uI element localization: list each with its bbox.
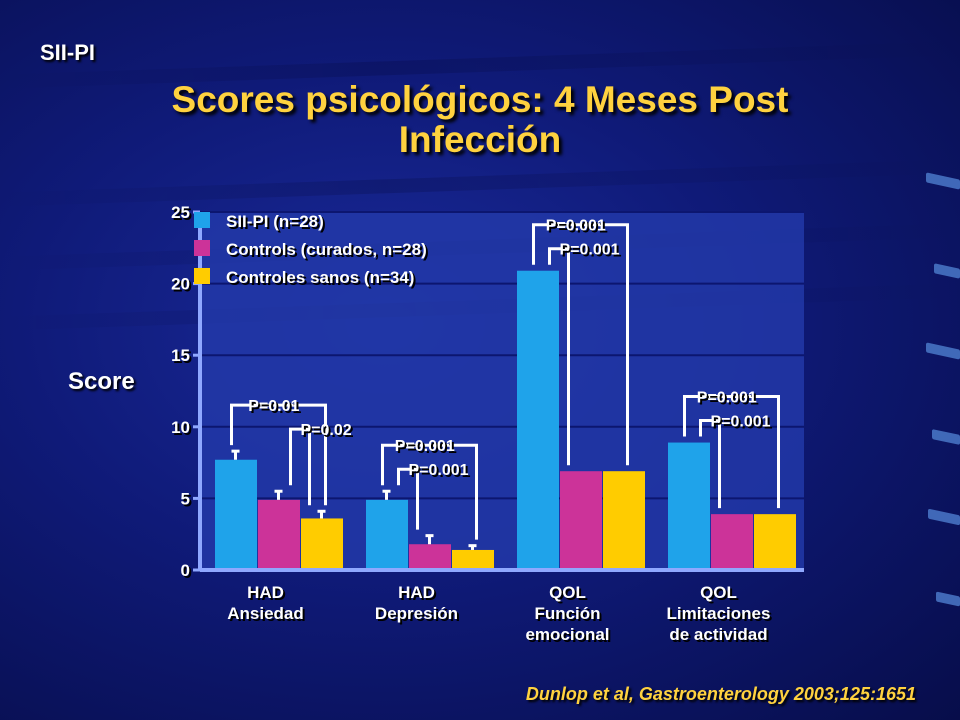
y-tick-label: 15 <box>171 346 190 365</box>
p-value-label: P=0.001 <box>546 218 606 235</box>
bar <box>452 549 494 570</box>
legend-label-shadow: SII-PI (n=28) <box>228 214 326 233</box>
bar <box>560 471 602 570</box>
x-tick-label: Función <box>534 604 600 623</box>
bar <box>603 471 645 570</box>
y-tick-label: 0 <box>181 561 190 580</box>
x-tick-label-shadow: Ansiedad <box>229 606 306 625</box>
bar <box>668 442 710 570</box>
x-tick-label: QOL <box>549 583 586 602</box>
bar <box>366 499 408 570</box>
y-tick-label-shadow: 10 <box>173 420 192 439</box>
x-tick-label: Ansiedad <box>227 604 304 623</box>
x-tick-label: Limitaciones <box>667 604 771 623</box>
legend-label: Controles sanos (n=34) <box>226 268 414 287</box>
x-tick-label-shadow: HAD <box>400 585 437 604</box>
significance-bracket <box>532 223 629 466</box>
x-tick-label: HAD <box>398 583 435 602</box>
legend-swatch <box>194 268 210 284</box>
legend-swatch <box>194 240 210 256</box>
x-tick-label-shadow: de actividad <box>671 627 769 646</box>
bar <box>258 499 300 570</box>
p-value-label-shadow: P=0.001 <box>411 464 471 481</box>
title-line-1: Scores psicológicos: 4 Meses Post <box>171 79 789 120</box>
x-tick-label-shadow: Depresión <box>377 606 460 625</box>
p-value-label: P=0.02 <box>301 422 352 439</box>
significance-bracket <box>381 443 478 540</box>
x-tick-label-shadow: emocional <box>527 627 611 646</box>
y-tick-label-shadow: 20 <box>173 277 192 296</box>
legend-label-shadow: Controles sanos (n=34) <box>228 270 416 289</box>
x-tick-label-shadow: Limitaciones <box>669 606 773 625</box>
y-tick-label: 5 <box>181 489 190 508</box>
y-axis-label: Score <box>68 368 135 395</box>
p-value-label-shadow: P=0.01 <box>250 400 301 417</box>
legend-label: Controls (curados, n=28) <box>226 240 427 259</box>
y-tick-label-shadow: 0 <box>183 563 192 582</box>
title-line-2: Infección <box>398 119 562 160</box>
p-value-label-shadow: P=0.001 <box>699 392 759 409</box>
p-value-label-shadow: P=0.001 <box>397 440 457 457</box>
p-value-label: P=0.01 <box>248 398 299 415</box>
p-value-label: P=0.001 <box>697 390 757 407</box>
p-value-label: P=0.001 <box>409 462 469 479</box>
bar <box>215 459 257 570</box>
y-tick-label: 10 <box>171 418 190 437</box>
legend-label: SII-PI (n=28) <box>226 212 324 231</box>
significance-bracket <box>397 467 419 530</box>
legend-swatch <box>194 212 210 228</box>
bar <box>754 514 796 570</box>
p-value-label-shadow: P=0.001 <box>548 220 608 237</box>
bar <box>711 514 753 570</box>
y-tick-label: 20 <box>171 275 190 294</box>
bar <box>517 270 559 570</box>
x-tick-label: Depresión <box>375 604 458 623</box>
significance-bracket <box>289 427 311 506</box>
slide-title: Scores psicológicos: 4 Meses Post Infecc… <box>0 80 960 160</box>
x-tick-label: QOL <box>700 583 737 602</box>
x-tick-label: emocional <box>525 625 609 644</box>
significance-bracket <box>683 395 780 509</box>
x-tick-label-shadow: QOL <box>702 585 739 604</box>
p-value-label-shadow: P=0.001 <box>713 416 773 433</box>
x-tick-label-shadow: QOL <box>551 585 588 604</box>
x-tick-label-shadow: Función <box>536 606 602 625</box>
bar <box>409 544 451 570</box>
study-tag: SII-PI <box>40 40 96 65</box>
significance-bracket <box>230 403 327 506</box>
p-value-label-shadow: P=0.02 <box>303 424 354 441</box>
y-tick-label: 25 <box>171 203 190 222</box>
y-tick-label-shadow: 25 <box>173 205 192 224</box>
p-value-label: P=0.001 <box>395 438 455 455</box>
x-tick-label-shadow: HAD <box>249 585 286 604</box>
citation: Dunlop et al, Gastroenterology 2003;125:… <box>525 684 916 704</box>
p-value-label-shadow: P=0.001 <box>562 244 622 261</box>
x-tick-label: HAD <box>247 583 284 602</box>
p-value-label: P=0.001 <box>560 242 620 259</box>
bar <box>301 518 343 570</box>
y-tick-label-shadow: 5 <box>183 491 192 510</box>
significance-bracket <box>699 419 721 509</box>
significance-bracket <box>548 247 570 466</box>
p-value-label: P=0.001 <box>711 414 771 431</box>
legend-label-shadow: Controls (curados, n=28) <box>228 242 429 261</box>
y-tick-label-shadow: 15 <box>173 348 192 367</box>
x-tick-label: de actividad <box>669 625 767 644</box>
